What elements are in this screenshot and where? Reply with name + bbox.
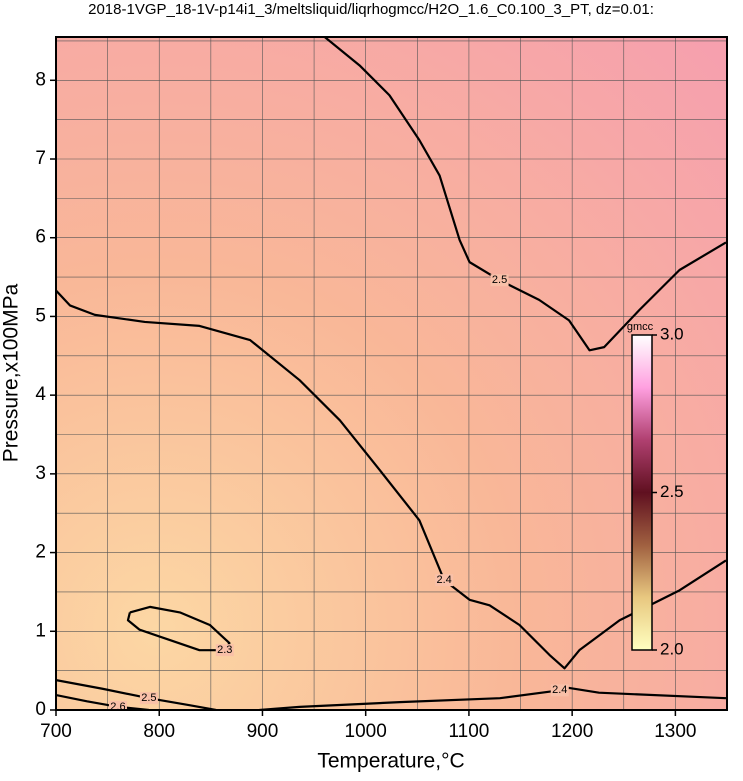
colorbar-tick-label: 3.0 [660, 324, 684, 343]
y-tick-label: 2 [35, 542, 46, 563]
contour-label-bg [490, 274, 509, 287]
contour-label: 2.5 [141, 692, 156, 704]
contour-line [56, 289, 727, 670]
contour-label: 2.3 [217, 644, 232, 656]
colorbar [631, 334, 653, 651]
x-axis-label: Temperature,°C [317, 750, 464, 773]
x-tick-label: 700 [40, 721, 72, 742]
contour-label: 2.4 [552, 684, 567, 696]
contour-label-bg [139, 692, 158, 705]
y-tick-label: 6 [35, 227, 46, 248]
contour-label: 2.4 [436, 574, 451, 586]
contour-label-bg [108, 700, 127, 710]
colorbar-tick-label: 2.5 [660, 482, 684, 501]
frame [55, 36, 728, 711]
contour-line [56, 693, 150, 710]
y-tick-label: 3 [35, 463, 46, 484]
contour-label-bg [215, 644, 234, 657]
contour-label: 2.6 [110, 701, 125, 713]
y-tick-label: 7 [35, 148, 46, 169]
y-tick-label: 5 [35, 305, 46, 326]
x-tick-label: 1000 [345, 721, 387, 742]
colorbar-tick-label: 2.0 [660, 639, 684, 658]
x-tick-label: 1200 [551, 721, 593, 742]
x-tick-label: 900 [247, 721, 279, 742]
plot-background [56, 37, 727, 710]
y-tick-label: 8 [35, 69, 46, 90]
contour-label-bg [435, 574, 454, 587]
x-tick-label: 800 [143, 721, 175, 742]
x-tick-label: 1100 [448, 721, 489, 742]
y-axis-label: Pressure,x100MPa [0, 283, 23, 462]
y-tick-label: 0 [35, 699, 46, 720]
x-tick-label: 1300 [654, 721, 696, 742]
chart-title: 2018-1VGP_18-1V-p14i1_3/meltsliquid/liqr… [88, 1, 654, 18]
y-tick-label: 4 [35, 384, 46, 405]
contour-label-bg [550, 684, 569, 697]
colorbar-label: gmcc [627, 321, 654, 333]
y-tick-label: 1 [35, 620, 46, 641]
contour-label: 2.5 [492, 274, 507, 286]
contour-line [259, 686, 727, 710]
